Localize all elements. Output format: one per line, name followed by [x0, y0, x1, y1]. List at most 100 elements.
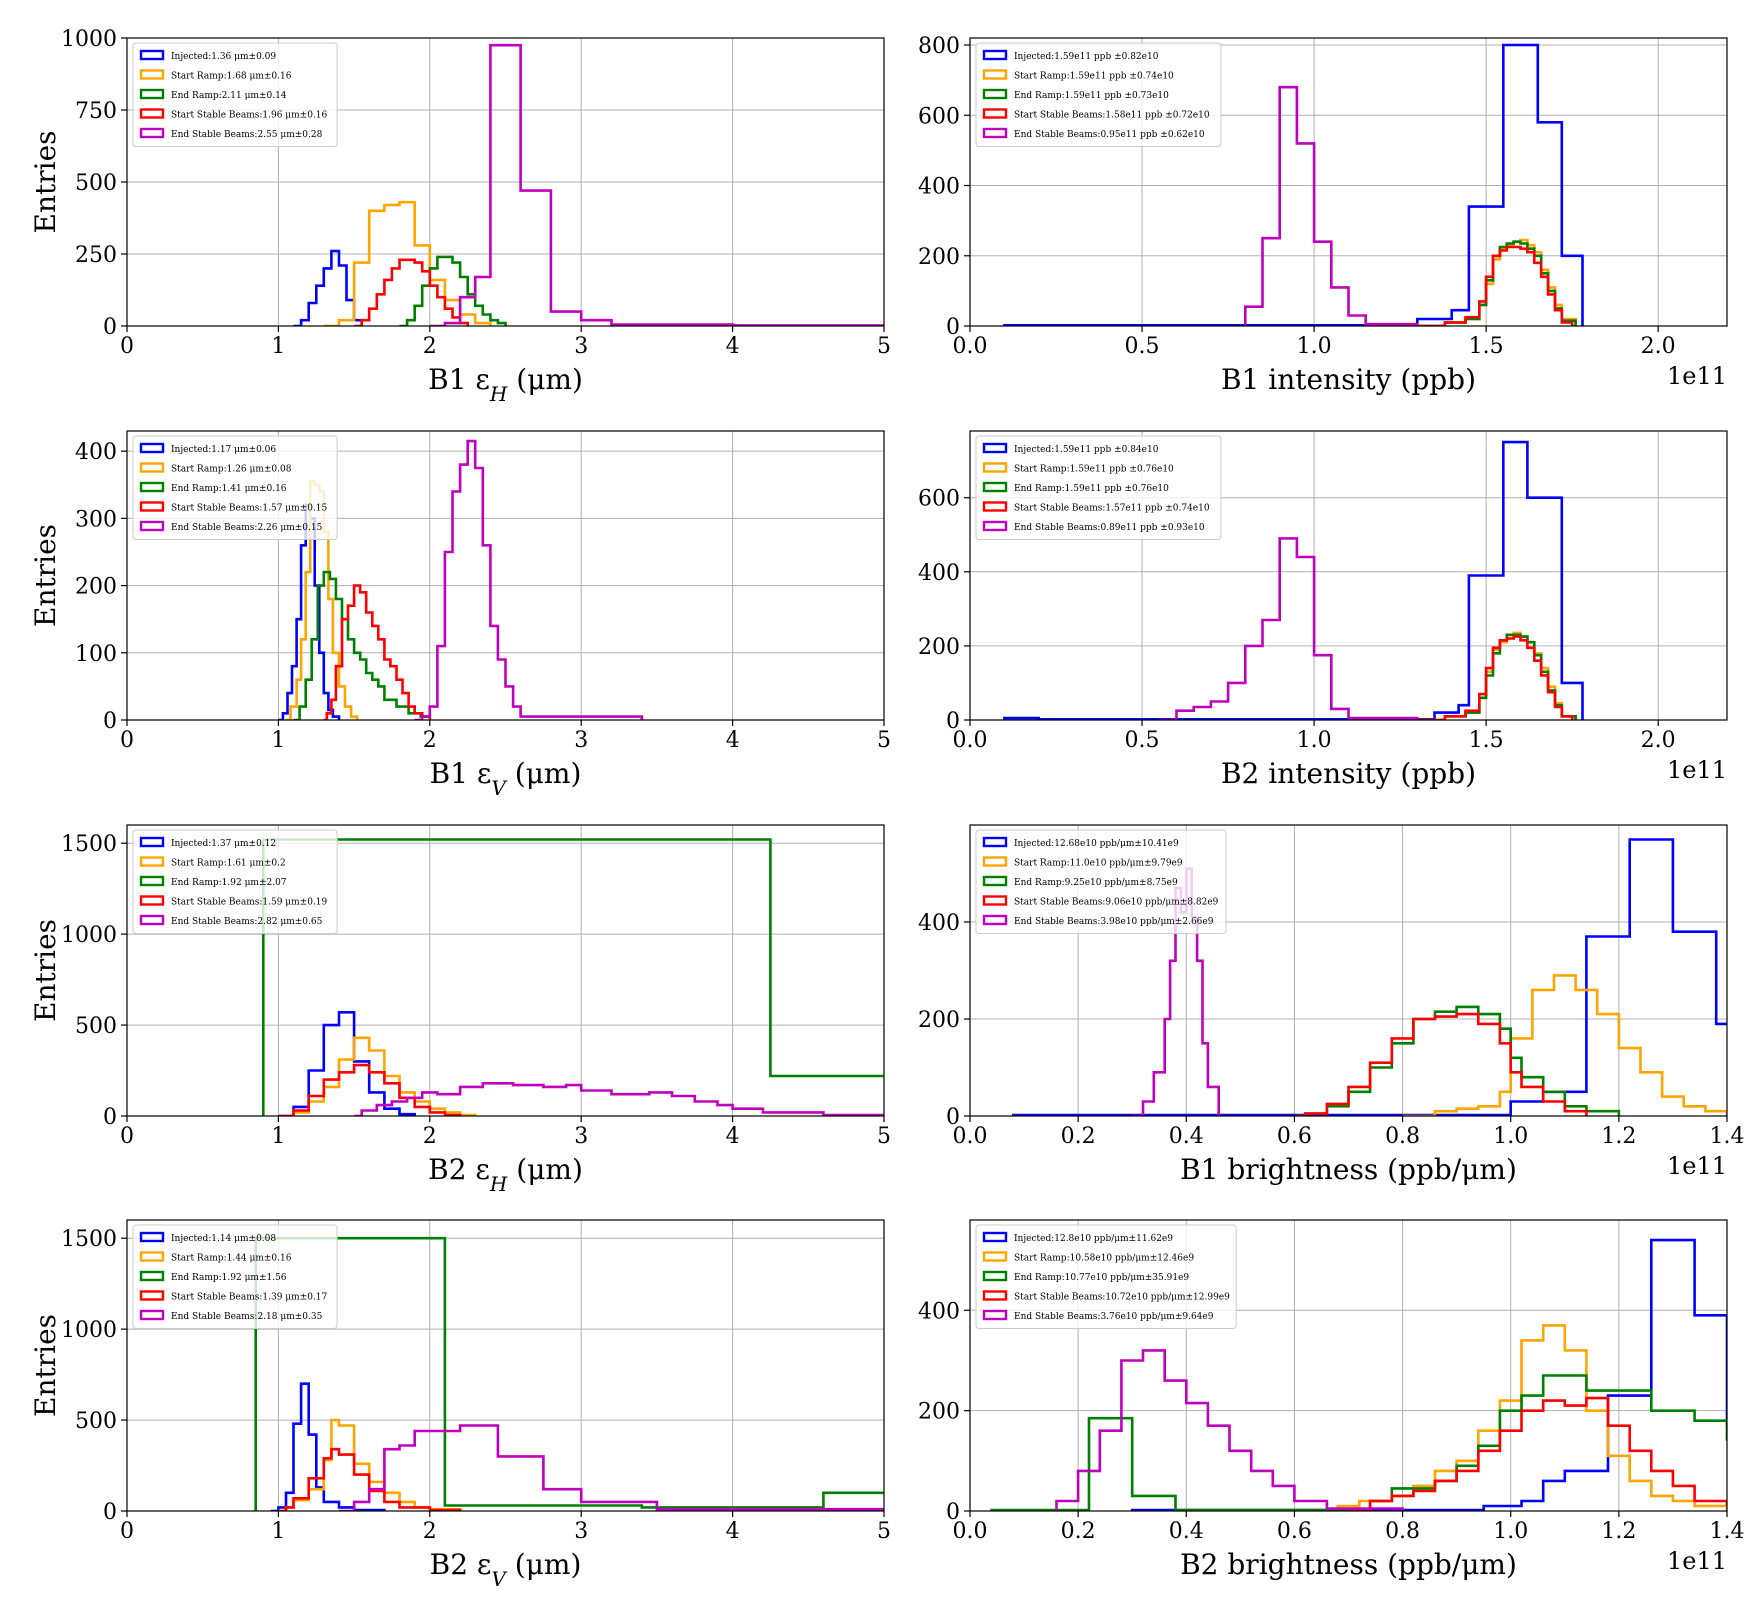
- legend-swatch: [982, 88, 1008, 100]
- legend-box: [132, 829, 338, 934]
- plot-frame: [126, 37, 885, 327]
- legend-entry: Injected:1.37 μm±0.12: [171, 839, 276, 849]
- legend-entry: Start Stable Beams:1.57 μm±0.15: [171, 504, 328, 514]
- legend-entry: Injected:12.68e10 ppb/μm±10.41e9: [1014, 839, 1179, 849]
- x-tick-label: 4: [726, 334, 740, 359]
- legend-entry: Start Stable Beams:1.39 μm±0.17: [171, 1293, 328, 1303]
- legend-swatch: [139, 127, 165, 139]
- series-line-injected: [1012, 838, 1727, 1116]
- series-line-start-ramp: [278, 1418, 462, 1511]
- x-tick-label: 0.5: [1125, 728, 1160, 753]
- x-tick-label: 1: [271, 334, 285, 359]
- y-tick-label: 0: [946, 1500, 960, 1525]
- legend-entry: End Ramp:1.92 μm±1.56: [171, 1273, 287, 1283]
- legend-entry: End Stable Beams:2.18 μm±0.35: [171, 1312, 323, 1322]
- x-tick-label: 3: [574, 334, 588, 359]
- legend: Injected:1.14 μm±0.08 Start Ramp:1.44 μm±…: [132, 1224, 338, 1329]
- series-line-start-stable-beams: [323, 584, 432, 720]
- y-axis-label: Entries: [29, 919, 62, 1022]
- legend: Injected:1.59e11 ppb ±0.82e10 Start Ramp:…: [975, 42, 1222, 147]
- x-tick-label: 0: [120, 1124, 134, 1149]
- x-tick-label: 4: [726, 728, 740, 753]
- series-line-start-stable-beams: [278, 1447, 462, 1511]
- x-axis-label: B2 εH (μm): [428, 1153, 583, 1196]
- series-line-end-stable-beams: [1244, 85, 1419, 326]
- legend-swatch: [982, 49, 1008, 61]
- series-line-start-ramp: [1402, 974, 1727, 1116]
- legend-box: [975, 829, 1227, 934]
- x-tick-label: 2: [423, 1519, 437, 1544]
- legend-entry: Start Ramp:1.61 μm±0.2: [171, 859, 286, 869]
- series-line-injected: [1003, 440, 1584, 720]
- y-tick-label: 600: [918, 104, 960, 129]
- y-tick-label: 0: [103, 709, 117, 734]
- x-tick-label: 2.0: [1641, 728, 1676, 753]
- legend-swatch: [139, 1309, 165, 1321]
- legend-entry: End Stable Beams:2.82 μm±0.65: [171, 917, 323, 927]
- legend-entry: End Stable Beams:0.95e11 ppb ±0.62e10: [1014, 130, 1205, 140]
- legend-swatch: [139, 856, 165, 867]
- plot-frame: [969, 824, 1728, 1117]
- chart-b2-intensity: 0.0 0.5 1.0 1.5 2.0 0 200 400 600 Injected:1.59e1…: [918, 430, 1728, 790]
- legend-swatch: [139, 914, 165, 926]
- legend-entry: Start Stable Beams:9.06e10 ppb/μm±8.82e9: [1014, 898, 1219, 908]
- plot-frame: [969, 1219, 1728, 1512]
- series-line-end-ramp: [990, 1374, 1727, 1511]
- x-tick-label: 1.0: [1297, 334, 1332, 359]
- series-line-start-stable-beams: [1294, 1012, 1588, 1116]
- x-tick-label: 0.0: [953, 334, 988, 359]
- x-tick-label: 1.4: [1710, 1519, 1745, 1544]
- legend-swatch: [139, 1251, 165, 1262]
- series-line-injected: [270, 1382, 386, 1511]
- y-tick-label: 1000: [61, 27, 117, 52]
- x-tick-label: 5: [877, 334, 891, 359]
- x-tick-label: 1: [271, 1519, 285, 1544]
- y-tick-label: 0: [103, 315, 117, 340]
- legend-swatch: [982, 1270, 1008, 1282]
- series-line-end-stable-beams: [1159, 537, 1419, 720]
- legend-entry: End Ramp:1.59e11 ppb ±0.73e10: [1014, 91, 1169, 101]
- y-tick-label: 1500: [61, 832, 117, 857]
- legend-entry: Injected:1.36 μm±0.09: [171, 52, 276, 62]
- x-tick-label: 2.0: [1641, 334, 1676, 359]
- legend-entry: Injected:12.8e10 ppb/μm±11.62e9: [1014, 1234, 1173, 1244]
- x-tick-label: 4: [726, 1124, 740, 1149]
- legend-swatch: [139, 49, 165, 61]
- legend-swatch: [982, 127, 1008, 139]
- series-line-start-stable-beams: [1417, 635, 1574, 720]
- x-tick-label: 1: [271, 1124, 285, 1149]
- y-tick-label: 200: [918, 1008, 960, 1033]
- legend-swatch: [982, 1231, 1008, 1243]
- plot-frame: [126, 1219, 885, 1512]
- legend-swatch: [982, 1251, 1008, 1262]
- series-line-end-stable-beams: [429, 43, 884, 326]
- legend-swatch: [982, 875, 1008, 887]
- y-tick-label: 500: [75, 1409, 117, 1434]
- y-tick-label: 200: [918, 635, 960, 660]
- legend-entry: Start Stable Beams:1.58e11 ppb ±0.72e10: [1014, 111, 1210, 121]
- x-offset-label: 1e11: [1667, 362, 1727, 390]
- x-axis-label: B1 brightness (ppb/μm): [1180, 1153, 1517, 1186]
- legend-entry: Start Ramp:1.26 μm±0.08: [171, 465, 292, 475]
- y-tick-label: 250: [75, 243, 117, 268]
- legend-swatch: [139, 442, 165, 454]
- x-tick-label: 1.0: [1297, 728, 1332, 753]
- legend-box: [975, 1224, 1237, 1329]
- x-tick-label: 0.2: [1061, 1124, 1096, 1149]
- legend-swatch: [982, 856, 1008, 867]
- x-tick-label: 0: [120, 728, 134, 753]
- x-offset-label: 1e11: [1667, 1152, 1727, 1180]
- y-tick-label: 0: [103, 1105, 117, 1130]
- y-tick-label: 1000: [61, 923, 117, 948]
- legend-swatch: [139, 108, 165, 119]
- x-axis-label: B1 εV (μm): [430, 757, 582, 800]
- x-tick-label: 4: [726, 1519, 740, 1544]
- legend-entry: End Stable Beams:3.98e10 ppb/μm±2.66e9: [1014, 917, 1214, 927]
- y-tick-label: 400: [75, 440, 117, 465]
- x-axis-label: B1 εH (μm): [428, 363, 583, 406]
- y-axis-label: Entries: [29, 130, 62, 233]
- series-line-end-ramp: [1294, 1005, 1621, 1116]
- legend-entry: Start Ramp:1.68 μm±0.16: [171, 72, 292, 82]
- plot-frame: [969, 37, 1728, 327]
